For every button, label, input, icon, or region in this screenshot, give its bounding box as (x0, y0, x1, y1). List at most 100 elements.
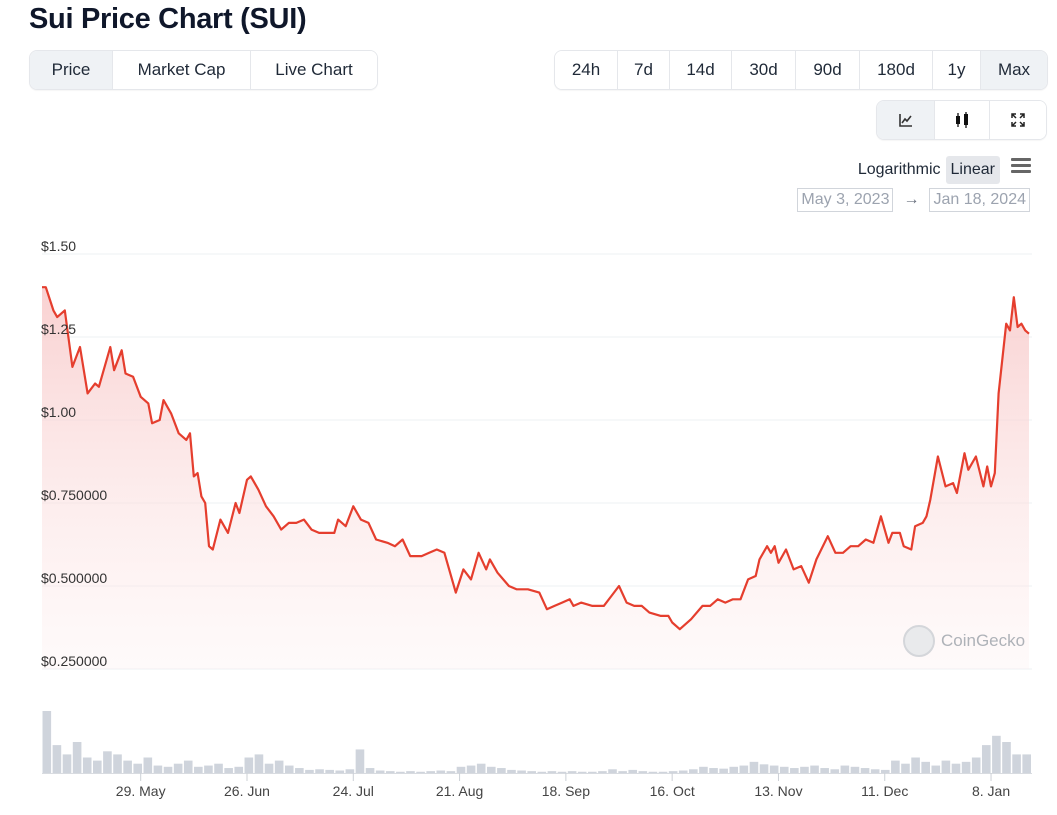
volume-bar (183, 760, 193, 773)
x-tick-label: 21. Aug (435, 783, 484, 799)
volume-bar (779, 766, 789, 773)
tab-live-chart[interactable]: Live Chart (251, 51, 377, 89)
volume-bar (284, 765, 294, 773)
volume-bar (497, 768, 506, 773)
volume-bar (224, 768, 233, 773)
x-tick-label: 16. Oct (649, 783, 695, 799)
volume-bar (103, 751, 112, 773)
range-14d[interactable]: 14d (670, 51, 732, 89)
volume-bar (739, 765, 749, 773)
date-to-input[interactable]: Jan 18, 2024 (929, 188, 1030, 212)
volume-bar (82, 757, 92, 773)
volume-bar (385, 771, 395, 773)
volume-bar (72, 742, 82, 773)
volume-bar (52, 745, 62, 773)
volume-bar (466, 765, 476, 773)
x-tick-label: 29. May (115, 783, 166, 799)
volume-bar (93, 760, 102, 773)
x-tick-label: 26. Jun (224, 783, 270, 799)
tab-price[interactable]: Price (30, 51, 113, 89)
volume-bar (507, 769, 516, 773)
volume-bar (173, 763, 183, 773)
hamburger-menu-icon[interactable] (1011, 158, 1031, 176)
volume-bar (355, 749, 365, 773)
volume-bar (911, 757, 920, 773)
y-tick-label: $1.50 (41, 238, 77, 254)
page-title: Sui Price Chart (SUI) (29, 3, 307, 35)
volume-bar (719, 768, 728, 773)
volume-bar (951, 763, 961, 773)
volume-bar (486, 766, 496, 773)
volume-bar (577, 771, 587, 773)
volume-bar (436, 770, 446, 773)
candlestick-icon (956, 112, 968, 128)
volume-bar (406, 771, 415, 773)
volume-bar (113, 754, 122, 773)
volume-bar (638, 771, 648, 773)
y-tick-label: $1.00 (41, 404, 77, 420)
volume-bar (880, 769, 890, 773)
volume-bar (456, 766, 466, 773)
volume-bar (325, 769, 334, 773)
volume-bar (305, 769, 314, 773)
volume-bar (810, 765, 819, 773)
volume-bar (648, 771, 658, 773)
volume-bar (345, 769, 355, 773)
volume-bar (658, 771, 668, 773)
arrow-right-icon: → (903, 191, 920, 208)
volume-bar (891, 760, 900, 773)
volume-bar (820, 768, 829, 773)
volume-bar (709, 768, 718, 773)
volume-bar (42, 711, 52, 773)
coingecko-logo-icon (903, 625, 935, 657)
candlestick-button[interactable] (935, 101, 990, 139)
volume-bar (163, 766, 173, 773)
fullscreen-icon (1011, 113, 1025, 127)
volume-bar (870, 769, 880, 773)
volume-bar (204, 765, 213, 773)
volume-bar (941, 760, 951, 773)
range-90d[interactable]: 90d (796, 51, 860, 89)
volume-bar (547, 771, 557, 773)
volume-bar (921, 761, 930, 773)
volume-bar (850, 766, 860, 773)
volume-bar (517, 770, 526, 773)
volume-bar (860, 768, 870, 773)
fullscreen-button[interactable] (990, 101, 1046, 139)
volume-bar (699, 766, 708, 773)
volume-bar (335, 770, 345, 773)
range-30d[interactable]: 30d (732, 51, 796, 89)
date-from-input[interactable]: May 3, 2023 (797, 188, 894, 212)
volume-bar (416, 771, 425, 773)
scale-linear[interactable]: Linear (945, 156, 1000, 184)
date-range: May 3, 2023 → Jan 18, 2024 (797, 188, 1030, 212)
volume-bar (901, 763, 910, 773)
tab-market-cap[interactable]: Market Cap (113, 51, 251, 89)
price-area-fill (42, 287, 1029, 669)
volume-bar (668, 771, 678, 773)
volume-bar (557, 771, 567, 773)
x-tick-label: 11. Dec (861, 783, 909, 799)
volume-bar (981, 745, 991, 773)
volume-bar (749, 761, 759, 773)
volume-bar (689, 769, 698, 773)
range-24h[interactable]: 24h (555, 51, 618, 89)
x-tick-label: 8. Jan (971, 783, 1011, 799)
range-7d[interactable]: 7d (618, 51, 670, 89)
volume-bar (214, 763, 223, 773)
volume-bar (678, 770, 688, 773)
price-line (42, 286, 1030, 631)
volume-bar (274, 760, 284, 773)
range-180d[interactable]: 180d (860, 51, 933, 89)
volume-bar (396, 771, 405, 773)
range-max[interactable]: Max (981, 51, 1047, 89)
line-chart-button[interactable] (877, 101, 935, 139)
volume-bar (446, 771, 456, 773)
volume-bar (234, 766, 244, 773)
volume-bar (1022, 754, 1031, 773)
x-tick-label: 18. Sep (541, 783, 590, 799)
chart-tabs: Price Market Cap Live Chart (29, 50, 378, 90)
range-1y[interactable]: 1y (933, 51, 981, 89)
scale-logarithmic[interactable]: Logarithmic (857, 161, 941, 178)
